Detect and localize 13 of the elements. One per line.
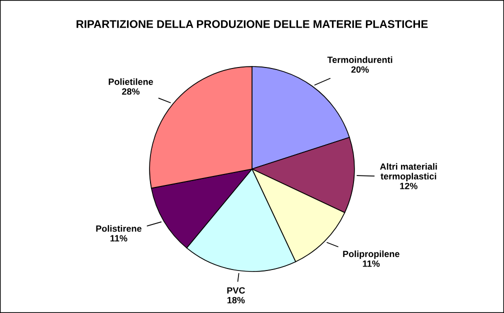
slice-label: Polistirene [96,225,142,232]
slice-label: Termoindurenti [327,56,392,63]
slice-label: Polietilene [108,78,154,85]
slice-label: Altri materiali termoplastici [380,163,437,182]
data-label: 12% [400,182,418,190]
data-label: 20% [351,66,369,73]
data-label: 18% [227,296,245,304]
slice-label: Polipropilene [343,250,400,259]
slice-label: PVC [227,287,245,294]
data-label: 11% [110,235,128,242]
chart-title: RIPARTIZIONE DELLA PRODUZIONE DELLE MATERIE PLASTICHE [76,20,428,28]
data-label: 11% [362,260,380,267]
data-label: 28% [122,88,140,95]
